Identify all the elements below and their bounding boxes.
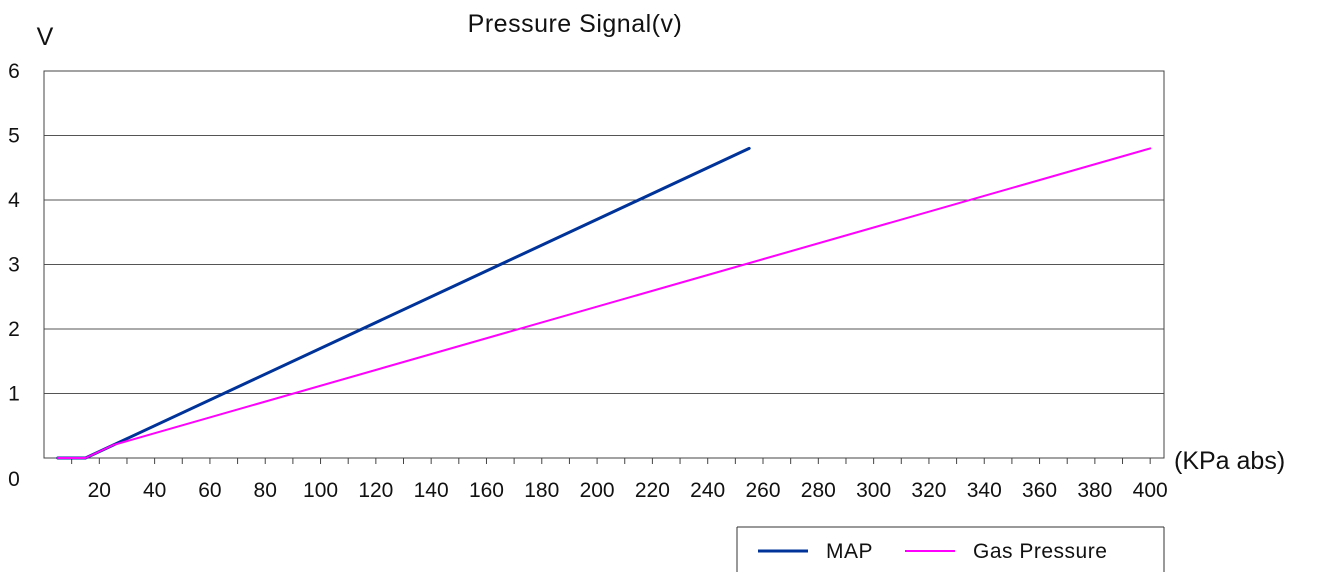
x-tick-label: 280 <box>801 479 836 502</box>
series-lines <box>56 146 1152 460</box>
x-tick-label: 180 <box>524 479 559 502</box>
chart-title: Pressure Signal(v) <box>468 10 683 38</box>
x-tick-label: 320 <box>911 479 946 502</box>
x-tick-label: 120 <box>358 479 393 502</box>
x-tick-label: 100 <box>303 479 338 502</box>
x-tick-label: 220 <box>635 479 670 502</box>
x-tick-label: 20 <box>88 479 111 502</box>
x-tick-label: 160 <box>469 479 504 502</box>
legend: MAP Gas Pressure <box>736 526 1165 572</box>
x-tick-label: 340 <box>967 479 1002 502</box>
x-tick-label: 240 <box>690 479 725 502</box>
y-tick-label: 6 <box>8 60 20 83</box>
legend-label-gas-pressure: Gas Pressure <box>973 540 1107 563</box>
x-tick-label: 140 <box>414 479 449 502</box>
tick-labels: 0 1 2 3 4 5 6 20 40 60 80 100 120 140 160 180 200 220 240 2… <box>8 60 1168 502</box>
x-tick-label: 60 <box>198 479 221 502</box>
y-axis-label: V <box>37 23 54 51</box>
grid-lines <box>44 135 1164 394</box>
plot-area <box>43 70 1165 459</box>
x-tick-label: 260 <box>745 479 780 502</box>
x-tick-label: 360 <box>1022 479 1057 502</box>
x-tick-label: 200 <box>580 479 615 502</box>
x-tick-label: 400 <box>1133 479 1168 502</box>
x-axis-label: (KPa abs) <box>1174 447 1285 475</box>
y-tick-label: 4 <box>8 189 20 212</box>
x-tick-label: 40 <box>143 479 166 502</box>
y-tick-label: 1 <box>8 383 20 406</box>
x-tick-label: 80 <box>254 479 277 502</box>
y-tick-label: 2 <box>8 318 20 341</box>
series-line-map <box>56 146 751 460</box>
y-tick-label: 5 <box>8 125 20 148</box>
legend-label-map: MAP <box>826 540 873 563</box>
x-tick-label: 380 <box>1077 479 1112 502</box>
x-tick-label: 300 <box>856 479 891 502</box>
y-tick-label: 3 <box>8 254 20 277</box>
y-tick-label: 0 <box>8 468 20 491</box>
axis-ticks <box>71 458 1151 464</box>
series-line-gas-pressure <box>56 147 1152 459</box>
